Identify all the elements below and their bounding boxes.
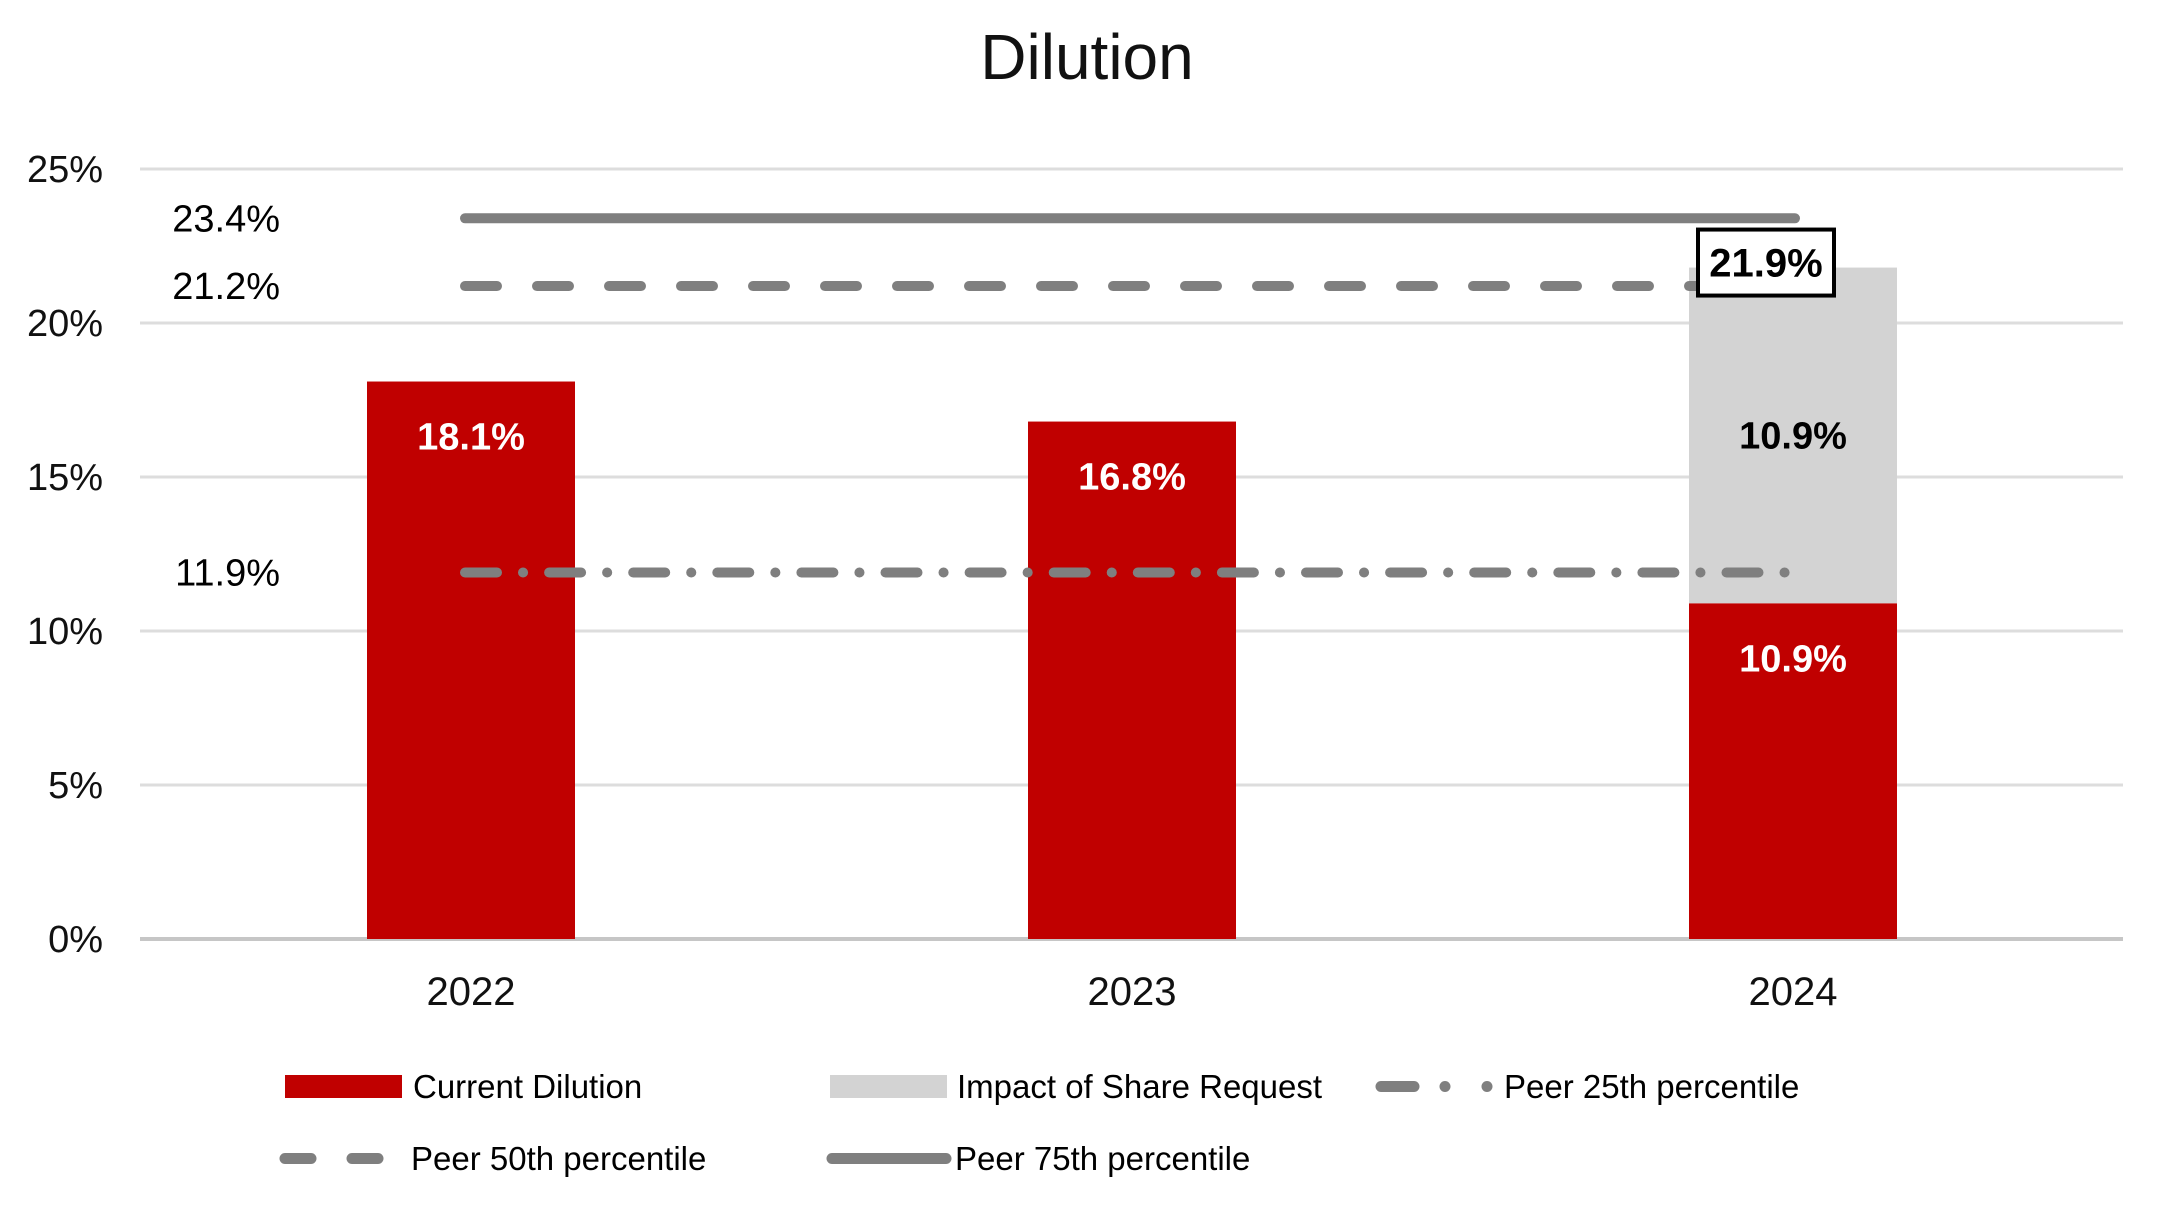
bar-label-current-dilution: 18.1% xyxy=(417,417,525,459)
y-tick-label: 20% xyxy=(27,303,103,345)
legend-label: Peer 75th percentile xyxy=(955,1140,1251,1177)
x-category-label: 2024 xyxy=(1749,970,1838,1014)
legend-item-peer-75th-percentile[interactable] xyxy=(825,1147,955,1170)
bar-current-dilution-2024 xyxy=(1689,603,1897,939)
peer-50th-percentile-line-sample xyxy=(279,1153,397,1164)
bar-current-dilution-2023 xyxy=(1028,421,1236,939)
legend-item-peer-50th-percentile[interactable] xyxy=(278,1147,398,1170)
legend-item-peer-25th-percentile[interactable] xyxy=(1374,1075,1500,1098)
bar-impact-of-share-request-2024 xyxy=(1689,267,1897,604)
total-label: 21.9% xyxy=(1709,242,1822,286)
x-category-label: 2022 xyxy=(427,970,516,1014)
legend-label-peer-50th-percentile[interactable]: Peer 50th percentile xyxy=(411,1140,706,1178)
legend-label: Impact of Share Request xyxy=(957,1068,1323,1105)
y-tick-label: 10% xyxy=(27,611,103,653)
peer-25th-percentile-line-sample xyxy=(1375,1081,1493,1092)
legend-item-impact-of-share-request[interactable] xyxy=(830,1075,947,1098)
legend-item-current-dilution[interactable] xyxy=(285,1075,402,1098)
legend-label: Current Dilution xyxy=(413,1068,643,1105)
peer-line-value-label: 23.4% xyxy=(172,198,280,240)
peer-75th-percentile-line-sample xyxy=(826,1153,952,1164)
y-tick-label: 15% xyxy=(27,457,103,499)
legend-label-peer-75th-percentile[interactable]: Peer 75th percentile xyxy=(955,1140,1250,1178)
bar-label-current-dilution: 16.8% xyxy=(1078,457,1186,499)
bar-label-current-dilution: 10.9% xyxy=(1739,638,1847,680)
chart-title: Dilution xyxy=(980,21,1194,93)
y-tick-label: 0% xyxy=(48,919,103,961)
total-label-box xyxy=(1696,227,1836,298)
legend-label: Peer 50th percentile xyxy=(411,1140,707,1177)
x-category-label: 2023 xyxy=(1088,970,1177,1014)
peer-line-value-label: 21.2% xyxy=(172,266,280,308)
current-dilution-swatch xyxy=(285,1075,402,1098)
legend-label-current-dilution[interactable]: Current Dilution xyxy=(413,1068,642,1106)
bar-current-dilution-2022 xyxy=(367,381,575,939)
legend-label: Peer 25th percentile xyxy=(1504,1068,1800,1105)
impact-of-share-request-swatch xyxy=(830,1075,947,1098)
y-tick-label: 5% xyxy=(48,765,103,807)
bar-label-impact-of-share-request: 10.9% xyxy=(1739,415,1847,457)
peer-line-value-label: 11.9% xyxy=(175,552,280,594)
legend-label-impact-of-share-request[interactable]: Impact of Share Request xyxy=(957,1068,1322,1106)
legend-label-peer-25th-percentile[interactable]: Peer 25th percentile xyxy=(1504,1068,1799,1106)
y-tick-label: 25% xyxy=(27,149,103,191)
